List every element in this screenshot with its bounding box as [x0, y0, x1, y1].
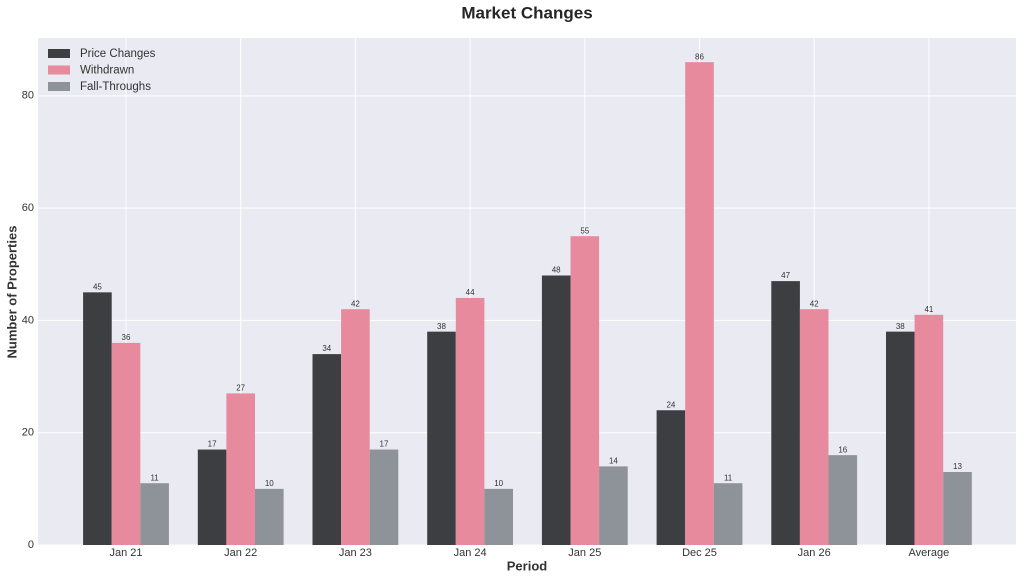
legend-label: Price Changes [80, 48, 156, 60]
value-label: 34 [322, 344, 331, 353]
bar [312, 354, 342, 545]
bar [427, 331, 456, 545]
value-label: 14 [609, 457, 618, 466]
bar [656, 410, 686, 545]
y-axis-label: Number of Properties [4, 226, 19, 359]
value-label: 38 [896, 322, 905, 331]
value-label: 86 [695, 52, 704, 61]
value-label: 42 [810, 299, 819, 308]
bar [771, 281, 800, 545]
bar [828, 455, 858, 545]
value-label: 11 [150, 473, 159, 482]
value-label: 48 [552, 266, 561, 275]
legend-label: Withdrawn [80, 65, 134, 77]
legend-swatch [48, 65, 70, 75]
bar [111, 342, 141, 545]
x-tick-label: Jan 24 [454, 547, 487, 559]
value-label: 24 [666, 400, 675, 409]
value-label: 45 [93, 282, 102, 291]
bar [570, 236, 600, 545]
bar [599, 466, 628, 545]
plot-area [38, 38, 1016, 545]
y-tick-label: 60 [22, 202, 34, 214]
x-tick-label: Average [909, 547, 950, 559]
bar [799, 309, 829, 545]
legend-swatch [48, 49, 70, 58]
bar [455, 297, 485, 545]
bar [341, 309, 370, 545]
value-label: 10 [265, 479, 274, 488]
value-label: 11 [724, 473, 733, 482]
y-tick-label: 40 [22, 314, 34, 326]
x-tick-label: Jan 22 [224, 547, 257, 559]
y-tick-label: 20 [22, 427, 34, 439]
bar [255, 488, 284, 545]
x-tick-label: Jan 23 [339, 547, 372, 559]
y-tick-label: 0 [28, 539, 34, 551]
value-label: 10 [494, 479, 503, 488]
y-tick-label: 80 [22, 90, 34, 102]
value-label: 13 [953, 462, 962, 471]
value-label: 38 [437, 322, 446, 331]
bar [886, 331, 915, 545]
legend-label: Fall-Throughs [80, 81, 151, 93]
bar [197, 449, 227, 545]
x-tick-label: Jan 21 [109, 547, 142, 559]
chart-title: Market Changes [461, 3, 592, 22]
bar [713, 483, 743, 545]
bar [943, 472, 972, 545]
x-tick-label: Jan 26 [798, 547, 831, 559]
x-tick-label: Jan 25 [568, 547, 601, 559]
bar [83, 292, 112, 545]
bar [140, 483, 169, 545]
value-label: 42 [351, 299, 360, 308]
bar [484, 488, 513, 545]
value-label: 17 [380, 440, 389, 449]
bar [541, 275, 571, 545]
value-label: 55 [580, 226, 589, 235]
bar [369, 449, 399, 545]
bar [914, 314, 944, 545]
legend-swatch [48, 82, 70, 91]
bar [685, 62, 714, 546]
value-label: 27 [236, 384, 245, 393]
x-axis-label: Period [507, 558, 548, 573]
value-label: 36 [122, 333, 131, 342]
x-tick-label: Dec 25 [682, 547, 717, 559]
value-label: 16 [838, 445, 847, 454]
value-label: 17 [208, 440, 217, 449]
value-label: 47 [781, 271, 790, 280]
bar [226, 393, 255, 545]
value-label: 44 [466, 288, 475, 297]
value-label: 41 [924, 305, 933, 314]
